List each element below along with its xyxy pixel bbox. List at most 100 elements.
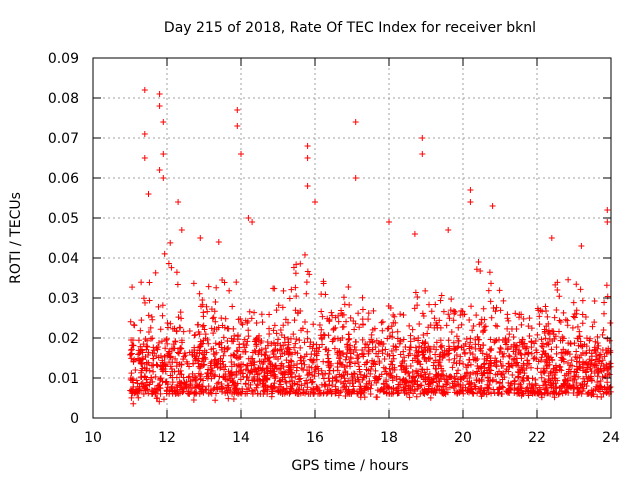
data-point bbox=[601, 353, 608, 360]
data-point bbox=[343, 318, 350, 325]
data-point bbox=[208, 306, 215, 313]
data-point bbox=[329, 312, 336, 319]
data-point bbox=[441, 376, 448, 383]
data-point bbox=[571, 311, 578, 318]
data-point bbox=[207, 360, 214, 367]
data-point bbox=[432, 351, 439, 358]
data-point bbox=[388, 323, 395, 330]
data-point bbox=[290, 264, 297, 271]
data-point bbox=[425, 324, 432, 331]
data-point bbox=[166, 359, 173, 366]
data-point bbox=[242, 348, 249, 355]
data-point bbox=[379, 327, 386, 334]
data-point bbox=[401, 354, 408, 361]
data-point bbox=[233, 279, 240, 286]
data-point bbox=[424, 389, 431, 396]
data-point bbox=[556, 363, 563, 370]
data-point bbox=[180, 374, 187, 381]
data-point bbox=[426, 301, 433, 308]
data-point bbox=[505, 317, 512, 324]
data-point bbox=[240, 340, 247, 347]
data-point bbox=[604, 219, 611, 225]
data-point bbox=[278, 360, 285, 367]
data-point bbox=[578, 243, 585, 249]
data-point bbox=[408, 377, 415, 384]
data-point bbox=[543, 341, 550, 348]
data-point bbox=[567, 374, 574, 381]
data-point bbox=[152, 390, 159, 397]
data-point bbox=[372, 367, 379, 374]
axis-ticks bbox=[92, 57, 612, 419]
data-point bbox=[159, 357, 166, 364]
data-point bbox=[583, 359, 590, 366]
data-point bbox=[548, 384, 555, 391]
data-point bbox=[141, 373, 148, 380]
data-point bbox=[228, 363, 235, 370]
data-point bbox=[316, 321, 323, 328]
data-point bbox=[533, 347, 540, 354]
data-point bbox=[264, 342, 271, 349]
data-point bbox=[328, 309, 335, 316]
data-point bbox=[543, 386, 550, 393]
data-point bbox=[173, 269, 180, 276]
data-point bbox=[345, 331, 352, 338]
data-point bbox=[200, 337, 207, 344]
data-point bbox=[140, 390, 147, 397]
data-point bbox=[419, 351, 426, 358]
data-point bbox=[307, 390, 314, 397]
data-point bbox=[457, 353, 464, 360]
data-point bbox=[454, 389, 461, 396]
data-point bbox=[304, 183, 311, 189]
data-point bbox=[148, 362, 155, 369]
data-point bbox=[496, 368, 503, 375]
data-point bbox=[565, 276, 572, 283]
data-point bbox=[320, 358, 327, 365]
data-point bbox=[128, 370, 135, 377]
data-point bbox=[456, 357, 463, 364]
data-point bbox=[300, 366, 307, 373]
data-point bbox=[467, 380, 474, 387]
data-point bbox=[226, 287, 233, 294]
data-point bbox=[504, 315, 511, 322]
data-point bbox=[365, 348, 372, 355]
data-point bbox=[304, 268, 311, 275]
data-point bbox=[547, 390, 554, 397]
data-point bbox=[390, 343, 397, 350]
data-point bbox=[150, 368, 157, 375]
data-point bbox=[583, 343, 590, 350]
data-point bbox=[189, 370, 196, 377]
data-point bbox=[552, 369, 559, 376]
data-points bbox=[127, 87, 614, 407]
data-point bbox=[422, 339, 429, 346]
data-point bbox=[352, 175, 359, 181]
data-point bbox=[310, 341, 317, 348]
data-point bbox=[450, 308, 457, 315]
data-point bbox=[581, 381, 588, 388]
data-point bbox=[175, 199, 182, 205]
data-point bbox=[397, 311, 404, 318]
data-point bbox=[272, 342, 279, 349]
data-point bbox=[344, 343, 351, 350]
data-point bbox=[526, 315, 533, 322]
data-point bbox=[423, 358, 430, 365]
data-point bbox=[598, 360, 605, 367]
data-point bbox=[599, 357, 606, 364]
data-point bbox=[365, 367, 372, 374]
data-point bbox=[157, 385, 164, 392]
data-point bbox=[311, 373, 318, 380]
data-point bbox=[203, 303, 210, 310]
data-point bbox=[586, 347, 593, 354]
data-point bbox=[245, 355, 252, 362]
data-point bbox=[453, 360, 460, 367]
data-point bbox=[259, 365, 266, 372]
data-point bbox=[486, 366, 493, 373]
data-point bbox=[480, 327, 487, 334]
data-point bbox=[318, 335, 325, 342]
data-point bbox=[411, 378, 418, 385]
data-point bbox=[176, 371, 183, 378]
data-point bbox=[500, 297, 507, 304]
data-point bbox=[286, 295, 293, 302]
data-point bbox=[264, 368, 271, 375]
data-point bbox=[132, 366, 139, 373]
data-point bbox=[251, 361, 258, 368]
